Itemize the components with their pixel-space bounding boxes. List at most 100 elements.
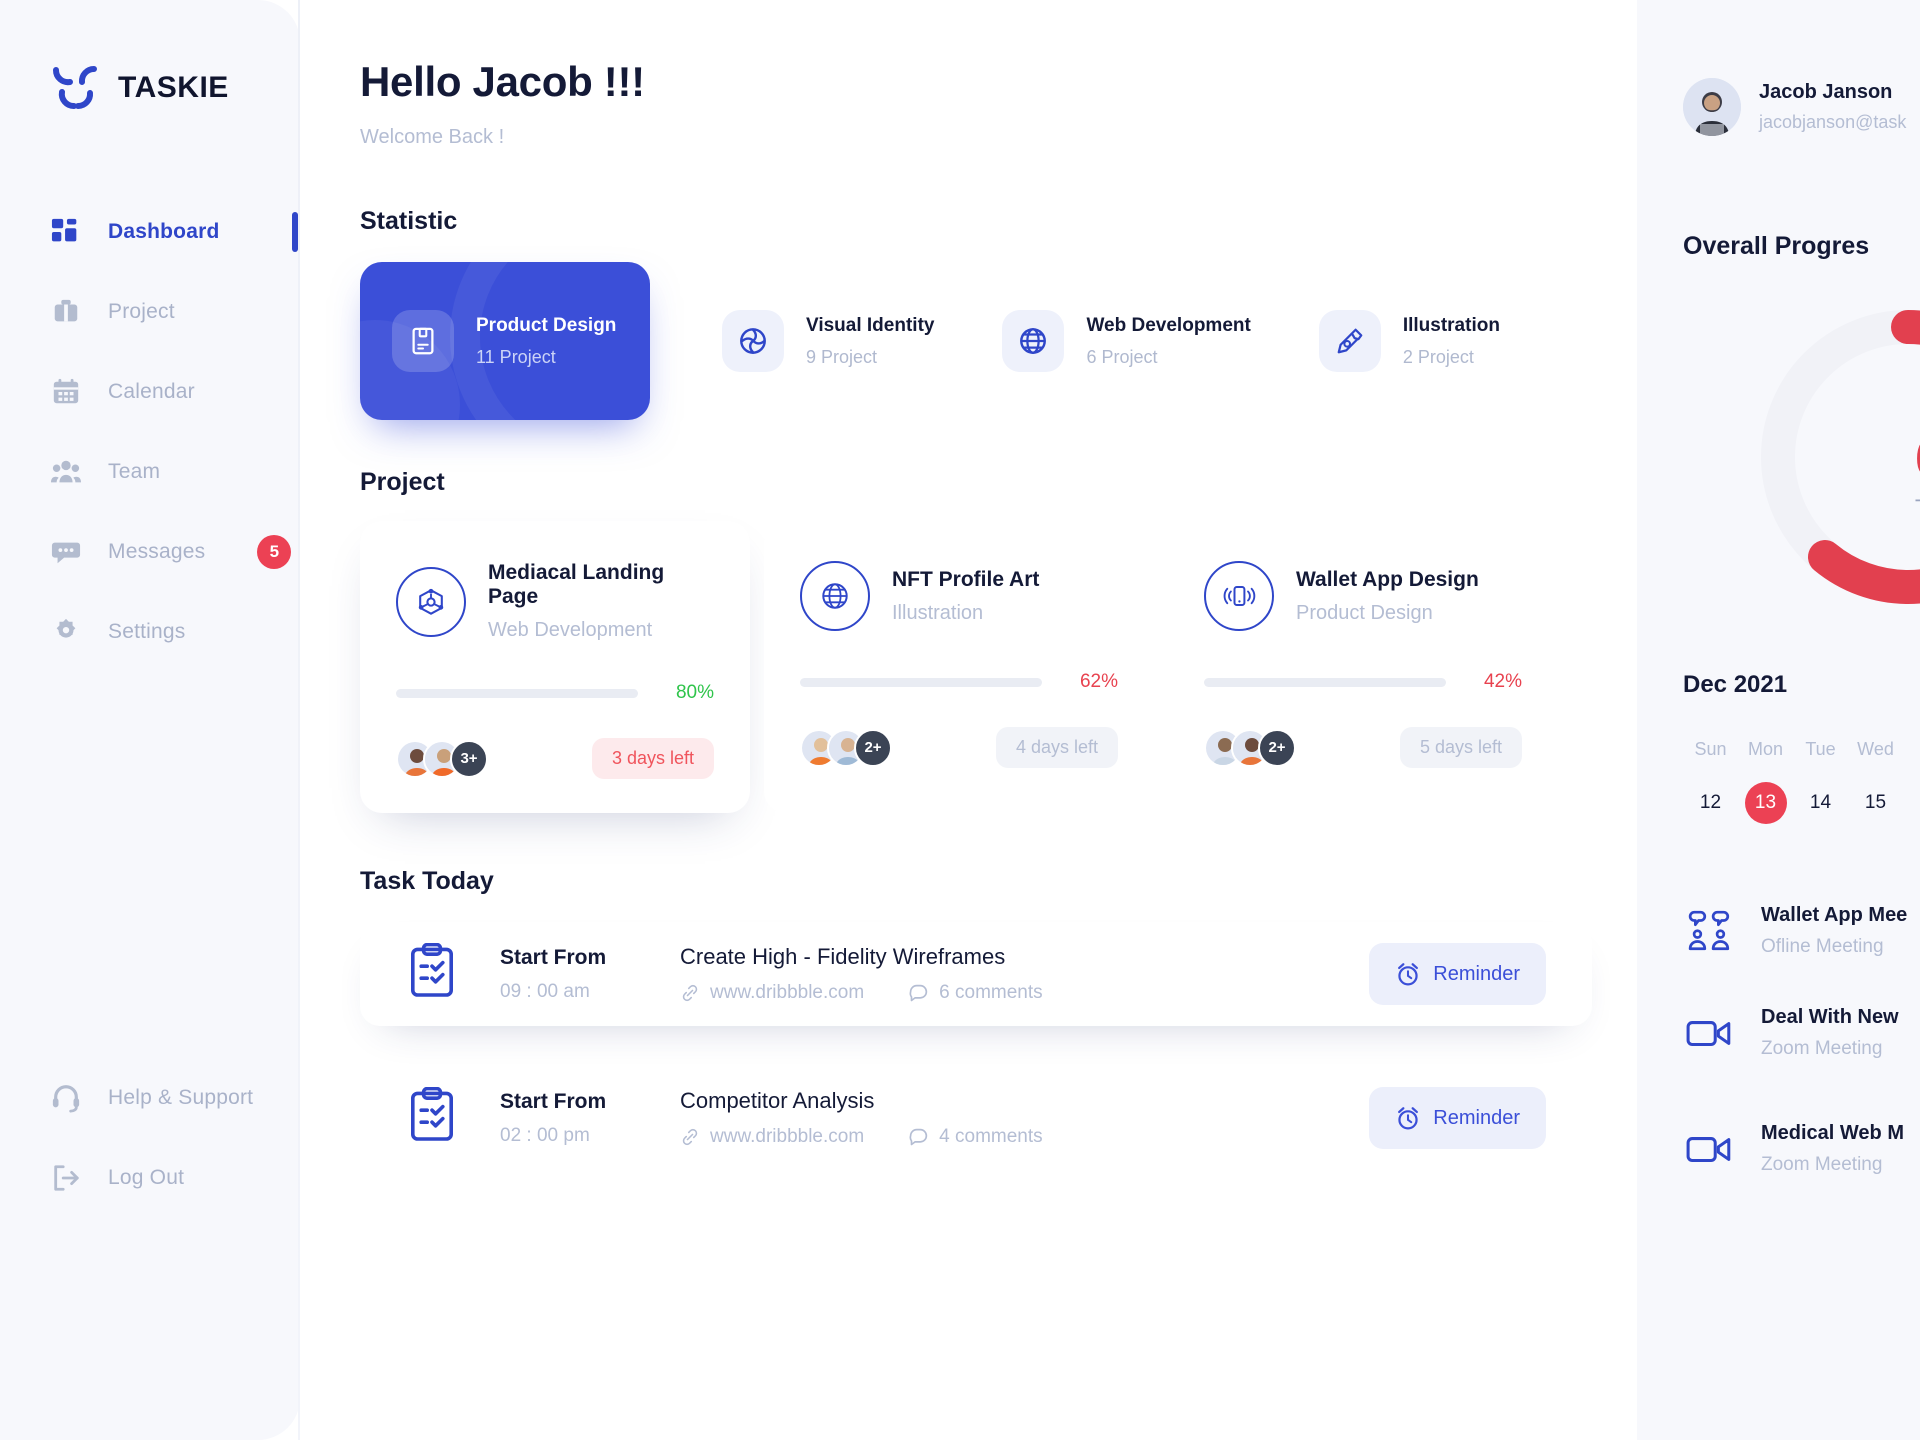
sidebar-item-dashboard[interactable]: Dashboard [0,192,300,272]
meeting-item[interactable]: Wallet App Mee Ofline Meeting [1683,880,1920,982]
calendar-column[interactable]: Tue 14 [1793,739,1848,824]
avatar-more-count: 2+ [854,728,892,767]
task-start-block: Start From 09 : 00 am [500,946,680,1003]
reminder-button[interactable]: Reminder [1369,1087,1546,1149]
progress-percent: 42% [1483,671,1522,692]
project-category: Illustration [892,601,984,624]
task-comments-label: 4 comments [939,1126,1043,1147]
calendar-day[interactable]: 12 [1699,792,1722,813]
sidebar-item-project[interactable]: Project [0,272,300,352]
reminder-button[interactable]: Reminder [1369,943,1546,1005]
task-detail-block: Create High - Fidelity Wireframes www.dr… [680,944,1369,1004]
calendar-day[interactable]: 15 [1864,792,1887,813]
task-link[interactable]: www.dribbble.com [680,982,864,1004]
calendar-dow: Mon [1747,739,1783,759]
progress-percent: 80% [675,682,714,703]
sidebar-item-calendar[interactable]: Calendar [0,352,300,432]
sidebar-item-log-out[interactable]: Log Out [0,1138,300,1218]
task-row[interactable]: Start From 02 : 00 pm Competitor Analysi… [360,1066,1592,1170]
task-today-section: Task Today Start From 09 : 00 am Create … [360,867,1920,1170]
project-text: Wallet App Design Product Design [1296,568,1479,625]
task-start-label: Start From [500,1089,607,1113]
sidebar-item-help-support[interactable]: Help & Support [0,1058,300,1138]
avatar-group: 2+ [1204,728,1296,767]
alarm-clock-icon [1398,1107,1419,1130]
greeting-block: Hello Jacob !!! Welcome Back ! [360,58,1746,149]
sidebar-item-messages[interactable]: Messages 5 [0,512,300,592]
calendar-month: Dec 2021 [1683,671,1788,698]
calendar-dow: Wed [1857,739,1894,759]
stat-card-web-development[interactable]: Web Development 6 Project [968,276,1284,406]
active-indicator [292,212,298,252]
sidebar-item-label: Dashboard [108,220,220,243]
stat-card-visual-identity[interactable]: Visual Identity 9 Project [688,276,968,406]
days-left-badge: 5 days left [1399,727,1522,768]
meeting-item[interactable]: Deal With New Zoom Meeting [1683,982,1920,1084]
right-panel: Jacob Janson jacobjanson@task Overall Pr… [1637,0,1920,1440]
calendar-icon [50,376,82,408]
stat-text: Product Design 11 Project [476,315,616,368]
briefcase-icon [50,296,82,328]
profile-text: Jacob Janson jacobjanson@task [1759,81,1906,133]
calendar-column[interactable]: Sun 12 [1683,739,1738,824]
meeting-item[interactable]: Medical Web M Zoom Meeting [1683,1098,1920,1200]
profile-block[interactable]: Jacob Janson jacobjanson@task [1683,0,1920,136]
calendar-column[interactable]: Mon 13 [1738,739,1793,824]
task-start-block: Start From 02 : 00 pm [500,1090,680,1147]
project-card[interactable]: NFT Profile Art Illustration 62% [764,521,1154,813]
task-comments[interactable]: 4 comments [908,1126,1043,1148]
people-icon [50,456,82,488]
sidebar-bottom-nav: Help & Support Log Out [0,1058,300,1218]
sidebar-item-label: Settings [108,620,186,643]
meeting-text: Deal With New Zoom Meeting [1761,1006,1899,1060]
stat-name: Product Design [476,314,617,336]
days-left-badge: 3 days left [591,738,714,779]
progress-bar [1204,677,1446,687]
calendar-column[interactable]: Wed 15 [1848,739,1903,824]
task-link[interactable]: www.dribbble.com [680,1126,864,1148]
overall-progress-label: Task Finis [1915,495,1920,521]
welcome-subtitle: Welcome Back ! [360,126,505,148]
sidebar-item-team[interactable]: Team [0,432,300,512]
project-card[interactable]: Wallet App Design Product Design 42% [1168,521,1558,813]
project-text: Mediacal Landing Page Web Development [488,561,714,642]
task-comments[interactable]: 6 comments [908,982,1043,1004]
video-camera-icon [1683,1009,1737,1057]
project-card[interactable]: Mediacal Landing Page Web Development 80… [360,521,750,813]
meeting-text: Wallet App Mee Ofline Meeting [1761,904,1907,958]
task-link-label: www.dribbble.com [710,1126,865,1147]
stat-card-product-design[interactable]: Product Design 11 Project [360,262,650,420]
task-link-label: www.dribbble.com [710,982,865,1003]
profile-name: Jacob Janson [1759,81,1893,103]
globe-icon [1002,310,1065,372]
calendar-day[interactable]: 14 [1809,792,1832,813]
meeting-title: Wallet App Mee [1761,904,1908,926]
sidebar: TASKIE Dashboard [0,0,300,1440]
reminder-label: Reminder [1433,962,1520,985]
project-head: Wallet App Design Product Design [1204,561,1522,631]
messages-badge: 5 [257,535,292,569]
sidebar-item-label: Calendar [108,380,195,403]
progress-row: 62% [800,671,1118,693]
stat-count: 6 Project [1086,346,1158,367]
project-title: Project [360,468,445,496]
sidebar-item-settings[interactable]: Settings [0,592,300,672]
statistic-card-row: Product Design 11 Project Visual [360,262,1920,420]
profile-email: jacobjanson@task [1759,112,1907,132]
stat-name: Illustration [1402,314,1500,336]
overall-progress-title: Overall Progres [1683,232,1870,260]
task-row[interactable]: Start From 09 : 00 am Create High - Fide… [360,922,1592,1026]
project-card-row: Mediacal Landing Page Web Development 80… [360,521,1920,813]
progress-percent: 62% [1079,671,1118,692]
link-icon [682,1128,698,1146]
pen-nib-icon [1318,310,1381,372]
project-head: NFT Profile Art Illustration [800,561,1118,631]
brand: TASKIE [0,0,300,114]
project-footer: 3+ 3 days left [396,738,714,779]
stat-count: 9 Project [806,346,878,367]
stat-name: Visual Identity [806,314,935,336]
meeting-type: Ofline Meeting [1761,936,1884,957]
stat-card-illustration[interactable]: Illustration 2 Project [1285,276,1534,406]
calendar-day-today[interactable]: 13 [1744,782,1787,824]
project-footer: 2+ 4 days left [800,727,1118,768]
